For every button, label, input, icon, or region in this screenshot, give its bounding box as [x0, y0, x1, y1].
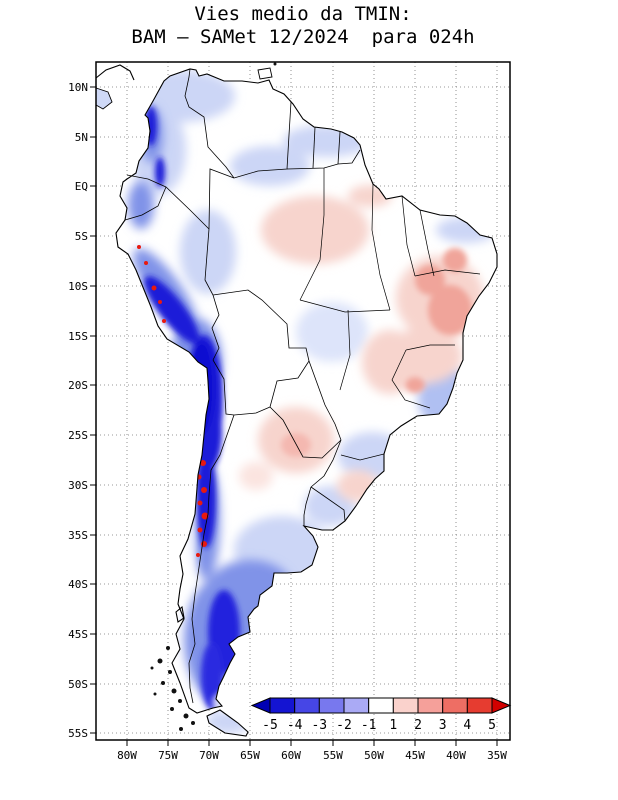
map-frame [95, 61, 511, 741]
title-line-1: Vies medio da TMIN: [194, 3, 411, 25]
colorbar-left-arrow [250, 697, 271, 714]
lon-label: 80W [117, 749, 137, 762]
lat-label: 10N [68, 81, 88, 94]
lon-label: 55W [323, 749, 343, 762]
title-line-2: BAM – SAMet 12/2024 para 024h [131, 26, 474, 48]
lon-label: 45W [405, 749, 425, 762]
lat-label: 30S [68, 479, 88, 492]
colorbar-right-arrow [491, 697, 512, 714]
colorbar-tick-label: -3 [311, 718, 327, 733]
lat-label: 10S [68, 280, 88, 293]
colorbar-tick-label: 5 [488, 718, 496, 733]
colorbar-tick-label: -1 [361, 718, 377, 733]
colorbar: -5 -4 -3 -2 -1 1 2 3 4 5 [250, 697, 512, 733]
country-borders [124, 68, 361, 704]
coastline [115, 68, 498, 737]
lat-label: 5S [75, 230, 88, 243]
lon-label: 75W [158, 749, 178, 762]
lat-label: 15S [68, 330, 88, 343]
colorbar-segment [343, 697, 370, 714]
lat-label: 55S [68, 727, 88, 740]
lat-label: 45S [68, 628, 88, 641]
colorbar-segment [442, 697, 468, 714]
colorbar-segment [417, 697, 444, 714]
lat-label: EQ [75, 180, 88, 193]
colorbar-tick-label: 4 [463, 718, 471, 733]
lon-label: 35W [487, 749, 507, 762]
colorbar-segment [294, 697, 320, 714]
colorbar-segment [318, 697, 345, 714]
colorbar-tick-label: 1 [389, 718, 397, 733]
fjord-islands [150, 646, 195, 731]
lat-label: 50S [68, 678, 88, 691]
lon-label: 70W [199, 749, 219, 762]
colorbar-tick-label: 3 [439, 718, 447, 733]
colorbar-segment [466, 697, 493, 714]
lat-label: 35S [68, 529, 88, 542]
lat-label: 25S [68, 429, 88, 442]
lat-label: 20S [68, 379, 88, 392]
lat-axis: 10N 5N EQ 5S 10S 15S 20S 25S 30S 35S 40S… [68, 81, 96, 740]
colorbar-segment [368, 697, 394, 714]
colorbar-segment [392, 697, 419, 714]
colorbar-tick-label: -2 [336, 718, 352, 733]
lon-label: 65W [240, 749, 260, 762]
lon-label: 50W [364, 749, 384, 762]
state-borders [299, 168, 481, 461]
lon-axis: 80W 75W 70W 65W 60W 55W 50W 45W 40W 35W [117, 740, 507, 762]
colorbar-tick-label: -5 [262, 718, 278, 733]
colorbar-tick-label: -4 [287, 718, 303, 733]
colorbar-segment [269, 697, 296, 714]
lat-label: 5N [75, 131, 88, 144]
title: Vies medio da TMIN: BAM – SAMet 12/2024 … [131, 3, 474, 48]
lon-label: 40W [446, 749, 466, 762]
lat-label: 40S [68, 578, 88, 591]
lon-label: 60W [281, 749, 301, 762]
colorbar-tick-label: 2 [414, 718, 422, 733]
